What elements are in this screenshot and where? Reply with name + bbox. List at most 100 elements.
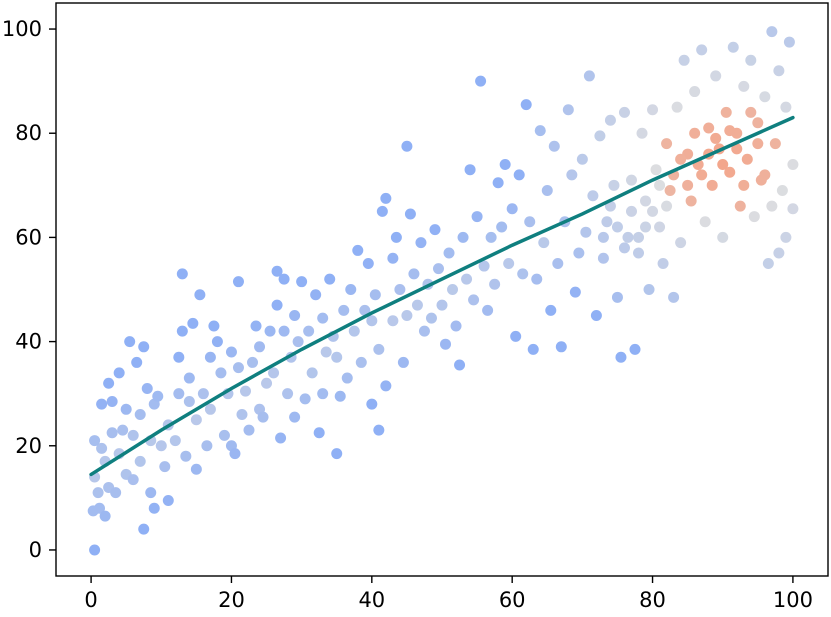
scatter-point xyxy=(745,106,757,118)
scatter-point xyxy=(243,424,255,436)
plot-frame xyxy=(55,2,829,577)
scatter-point xyxy=(271,299,283,311)
scatter-point xyxy=(106,395,118,407)
scatter-point xyxy=(236,409,248,421)
scatter-point xyxy=(159,461,171,473)
scatter-point xyxy=(317,312,329,324)
scatter-point xyxy=(204,351,216,363)
scatter-point xyxy=(678,54,690,66)
scatter-point xyxy=(183,395,195,407)
scatter-point xyxy=(531,273,543,285)
scatter-point xyxy=(647,104,659,116)
x-tick-label: 60 xyxy=(499,588,526,612)
scatter-point xyxy=(239,385,251,397)
scatter-point xyxy=(710,70,722,82)
y-tick-label: 60 xyxy=(15,225,42,249)
scatter-point xyxy=(566,169,578,181)
scatter-point xyxy=(450,320,462,332)
scatter-point xyxy=(432,263,444,275)
scatter-point xyxy=(247,356,259,368)
scatter-point xyxy=(440,338,452,350)
scatter-point xyxy=(362,257,374,269)
scatter-point xyxy=(780,101,792,113)
x-tick-label: 20 xyxy=(218,588,245,612)
scatter-point xyxy=(190,463,202,475)
scatter-point xyxy=(636,127,648,139)
scatter-point xyxy=(124,336,136,348)
scatter-point xyxy=(611,221,623,233)
scatter-point xyxy=(527,343,539,355)
scatter-point xyxy=(629,343,641,355)
y-tick-label: 80 xyxy=(15,121,42,145)
scatter-point xyxy=(411,299,423,311)
scatter-point xyxy=(731,143,743,155)
scatter-point xyxy=(762,257,774,269)
y-tick-label: 0 xyxy=(29,538,42,562)
scatter-point xyxy=(618,242,630,254)
scatter-point xyxy=(92,487,104,499)
scatter-point xyxy=(510,330,522,342)
scatter-point xyxy=(218,429,230,441)
scatter-point xyxy=(173,388,185,400)
scatter-point xyxy=(117,424,129,436)
scatter-point xyxy=(145,487,157,499)
scatter-point xyxy=(89,435,101,447)
scatter-point xyxy=(401,310,413,322)
scatter-point xyxy=(461,273,473,285)
scatter-point xyxy=(534,125,546,137)
scatter-point xyxy=(271,265,283,277)
scatter-point xyxy=(664,185,676,197)
scatter-point xyxy=(317,388,329,400)
scatter-point xyxy=(341,372,353,384)
scatter-point xyxy=(787,203,799,215)
scatter-point xyxy=(289,411,301,423)
scatter-point xyxy=(99,510,111,522)
scatter-point xyxy=(752,138,764,150)
scatter-point xyxy=(633,231,645,243)
scatter-point xyxy=(766,200,778,212)
scatter-point xyxy=(769,138,781,150)
scatter-point xyxy=(443,247,455,259)
scatter-point xyxy=(471,211,483,223)
scatter-point xyxy=(208,320,220,332)
scatter-point xyxy=(482,304,494,316)
scatter-point xyxy=(134,455,146,467)
x-tick-label: 40 xyxy=(358,588,385,612)
ticks-layer: 0 20 40 60 80 100 0 20 40 60 80 100 xyxy=(2,17,813,612)
scatter-point xyxy=(590,310,602,322)
scatter-point xyxy=(261,377,273,389)
scatter-point xyxy=(734,200,746,212)
scatter-point xyxy=(194,289,206,301)
scatter-point xyxy=(748,211,760,223)
scatter-point xyxy=(306,367,318,379)
scatter-point xyxy=(180,450,192,462)
y-tick-label: 100 xyxy=(2,17,42,41)
scatter-point xyxy=(657,257,669,269)
scatter-point xyxy=(492,177,504,189)
scatter-point xyxy=(282,388,294,400)
scatter-point xyxy=(710,132,722,144)
scatter-point xyxy=(545,304,557,316)
scatter-point xyxy=(682,179,694,191)
scatter-point xyxy=(366,398,378,410)
scatter-point xyxy=(717,158,729,170)
scatter-point xyxy=(275,432,287,444)
scatter-point xyxy=(127,474,139,486)
scatter-point xyxy=(552,257,564,269)
scatter-point xyxy=(608,179,620,191)
scatter-point xyxy=(310,289,322,301)
scatter-point xyxy=(103,377,115,389)
scatter-point xyxy=(257,411,269,423)
scatter-point xyxy=(96,442,108,454)
scatter-point xyxy=(278,273,290,285)
scatter-point xyxy=(720,106,732,118)
scatter-point xyxy=(696,169,708,181)
scatter-point xyxy=(499,158,511,170)
scatter-point xyxy=(699,216,711,228)
scatter-point xyxy=(110,487,122,499)
scatter-point xyxy=(232,276,244,288)
scatter-point xyxy=(520,99,532,111)
scatter-point xyxy=(633,247,645,259)
scatter-point xyxy=(489,278,501,290)
scatter-point xyxy=(562,104,574,116)
